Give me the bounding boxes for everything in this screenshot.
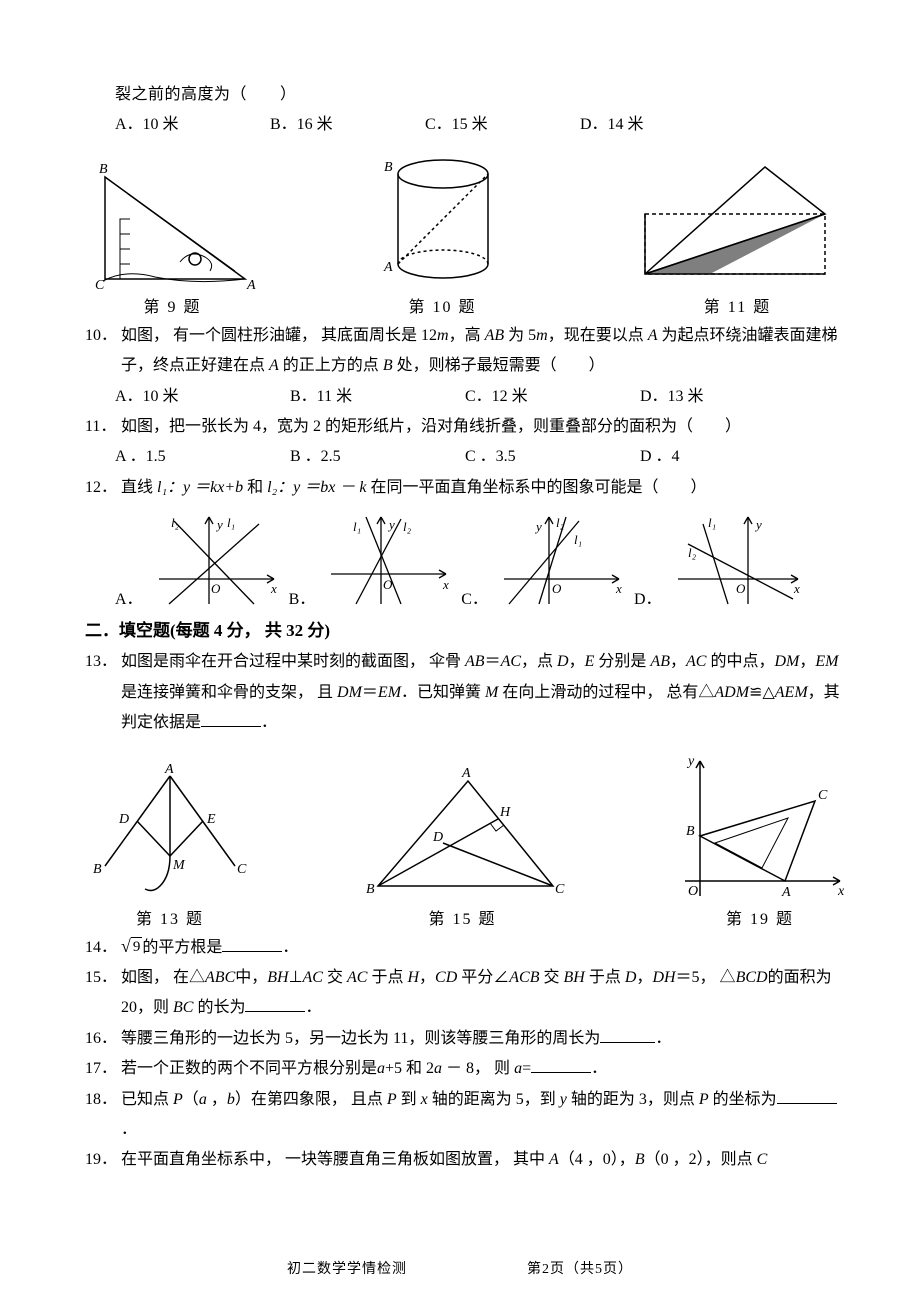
blank-17 (531, 1058, 591, 1073)
fig-cap-15: 第 15 题 (428, 905, 496, 929)
figure-row-2: A D E B C M 第 13 题 A B C H D (85, 751, 850, 929)
svg-text:l₂: l₂ (403, 519, 412, 534)
fig-cap-19: 第 19 题 (726, 905, 794, 929)
svg-text:y: y (215, 517, 223, 532)
svg-text:A: A (781, 885, 791, 900)
svg-text:l₁: l₁ (227, 515, 235, 530)
blank-15 (245, 997, 305, 1012)
fig-q10: B A (368, 149, 518, 289)
fig-cap-10: 第 10 题 (408, 293, 476, 317)
svg-text:A: A (383, 260, 393, 275)
svg-text:A: A (461, 766, 471, 781)
svg-text:B: B (99, 162, 108, 177)
graph-a: l₂ l₁ y O x (149, 509, 289, 609)
q-tail-options: A．10 米 B．16 米 C．15 米 D．14 米 (85, 110, 850, 140)
q12: 12． 直线 l₁：y ＝kx+b 和 l₂：y ＝bx － k 在同一平面直角… (85, 473, 850, 503)
svg-text:y: y (754, 517, 762, 532)
svg-text:E: E (206, 812, 216, 827)
svg-text:C: C (237, 862, 247, 877)
q13: 13． 如图是雨伞在开合过程中某时刻的截面图， 伞骨 AB＝AC，点 D，E 分… (85, 647, 850, 738)
svg-text:B: B (93, 862, 102, 877)
svg-text:C: C (555, 882, 565, 897)
q-tail-text: 裂之前的高度为（ ） (85, 80, 850, 110)
q10: 10． 如图， 有一个圆柱形油罐， 其底面周长是 12m，高 AB 为 5m，现… (85, 321, 850, 382)
svg-text:y: y (534, 519, 542, 534)
fig-q13: A D E B C M (85, 761, 255, 901)
svg-text:M: M (172, 858, 186, 873)
svg-text:H: H (499, 805, 511, 820)
blank-14 (222, 936, 282, 951)
svg-text:O: O (736, 581, 746, 596)
svg-text:l₂: l₂ (171, 515, 180, 530)
svg-text:O: O (211, 581, 221, 596)
svg-text:l₂: l₂ (688, 545, 697, 560)
page-footer: 初二数学学情检测第2页（共5页） (0, 1258, 920, 1278)
svg-text:y: y (686, 754, 695, 769)
fig-cap-11: 第 11 题 (704, 293, 771, 317)
fig-q11 (625, 159, 850, 289)
svg-text:D: D (118, 812, 129, 827)
section-2-title: 二．填空题(每题 4 分， 共 32 分) (85, 615, 850, 647)
fig-q15: A B C H D (358, 761, 568, 901)
q12-graphs: A． l₂ l₁ y O x B． (85, 509, 850, 609)
svg-text:y: y (387, 517, 395, 532)
svg-text:B: B (686, 824, 695, 839)
svg-text:A: A (246, 278, 256, 289)
q16: 16． 等腰三角形的一边长为 5，另一边长为 11，则该等腰三角形的周长为． (85, 1024, 850, 1054)
q11: 11． 如图，把一张长为 4，宽为 2 的矩形纸片，沿对角线折叠，则重叠部分的面… (85, 412, 850, 442)
graph-c: l₂ l₁ y O x (494, 509, 634, 609)
graph-b: l₁ l₂ y O x (321, 509, 461, 609)
q15: 15． 如图， 在△ABC中，BH⊥AC 交 AC 于点 H，CD 平分∠ACB… (85, 963, 850, 1024)
q10-options: A．10 米 B．11 米 C．12 米 D．13 米 (85, 382, 850, 412)
fig-q9: B C A (85, 159, 260, 289)
q14: 14． √9的平方根是． (85, 933, 850, 963)
svg-text:l₁: l₁ (708, 515, 716, 530)
blank-18 (777, 1088, 837, 1103)
opt-b: B．16 米 (270, 110, 425, 140)
q19: 19． 在平面直角坐标系中， 一块等腰直角三角板如图放置， 其中 A（4 ，0）… (85, 1145, 850, 1175)
svg-text:C: C (818, 788, 828, 803)
blank-13 (201, 712, 261, 727)
blank-16 (600, 1027, 655, 1042)
opt-d: D．14 米 (580, 110, 735, 140)
svg-text:x: x (615, 581, 622, 596)
svg-text:O: O (552, 581, 562, 596)
svg-text:l₁: l₁ (353, 519, 361, 534)
fig-cap-9: 第 9 题 (143, 293, 201, 317)
svg-text:B: B (384, 160, 393, 175)
svg-text:B: B (366, 882, 375, 897)
svg-text:C: C (95, 278, 105, 289)
svg-text:x: x (837, 884, 845, 899)
svg-text:l₂: l₂ (556, 515, 565, 530)
q17: 17． 若一个正数的两个不同平方根分别是a+5 和 2a － 8， 则 a=． (85, 1054, 850, 1084)
opt-c: C．15 米 (425, 110, 580, 140)
svg-text:l₁: l₁ (574, 532, 582, 547)
sqrt-9: √9 (121, 937, 142, 956)
fig-q19: y x O B A C (670, 751, 850, 901)
svg-text:x: x (270, 581, 277, 596)
graph-d: l₁ l₂ y O x (668, 509, 808, 609)
q11-options: A ．1.5 B ．2.5 C ．3.5 D ．4 (85, 442, 850, 472)
svg-text:x: x (442, 577, 449, 592)
svg-text:O: O (383, 577, 393, 592)
opt-a: A．10 米 (115, 110, 270, 140)
fig-cap-13: 第 13 题 (136, 905, 204, 929)
svg-text:x: x (793, 581, 800, 596)
svg-text:O: O (688, 884, 698, 899)
q18: 18． 已知点 P（a ，b）在第四象限， 且点 P 到 x 轴的距离为 5，到… (85, 1085, 850, 1146)
svg-text:A: A (164, 762, 174, 777)
svg-text:D: D (432, 830, 443, 845)
figure-row-1: B C A 第 9 题 B A 第 10 题 (85, 149, 850, 317)
